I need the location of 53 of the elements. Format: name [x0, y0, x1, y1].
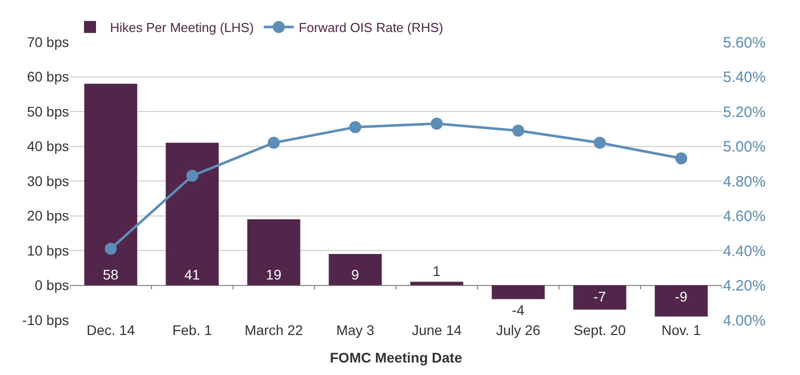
- y2-tick-label: 4.80%: [723, 173, 766, 190]
- point: [186, 170, 198, 182]
- y-tick-label: 0 bps: [34, 277, 69, 294]
- y2-tick-label: 4.20%: [723, 278, 766, 294]
- y2-tick-label: 5.60%: [723, 34, 766, 52]
- data-label: -4: [512, 302, 525, 318]
- data-label: -7: [593, 288, 606, 304]
- legend-label: Hikes Per Meeting (LHS): [110, 20, 254, 36]
- data-label: 1: [432, 262, 441, 279]
- x-tick-label: July 26: [496, 322, 541, 338]
- data-label: 41: [184, 266, 200, 282]
- x-tick-label: Dec. 14: [86, 322, 136, 338]
- x-tick-label: June 14: [412, 322, 462, 338]
- bar: [654, 285, 708, 317]
- x-tick-label: Feb. 1: [172, 322, 212, 338]
- bar: [166, 142, 219, 286]
- y-tick-label: 70 bps: [26, 34, 69, 50]
- bar: [84, 84, 138, 286]
- legend-label: Forward OIS Rate (RHS): [298, 20, 444, 36]
- x-tick-label: March 22: [244, 322, 304, 338]
- y2-tick-label: 4.60%: [723, 208, 766, 225]
- x-tick-label: May 3: [336, 322, 375, 338]
- data-label: 19: [266, 266, 282, 282]
- bar: [492, 285, 545, 300]
- y-tick-label: 30 bps: [26, 172, 69, 189]
- bar: [247, 219, 300, 286]
- y2-tick-label: 5.40%: [723, 69, 766, 86]
- y-tick-label: 20 bps: [26, 208, 69, 224]
- point: [268, 136, 280, 149]
- data-label: -9: [674, 288, 688, 304]
- y-tick-label: 40 bps: [26, 138, 69, 154]
- y2-tick-label: 4.00%: [723, 312, 766, 330]
- point: [594, 136, 606, 149]
- point: [675, 152, 688, 164]
- bar: [573, 285, 626, 310]
- point: [349, 121, 362, 134]
- x-tick-label: Nov. 1: [662, 322, 702, 338]
- y2-tick-label: 4.40%: [723, 242, 766, 260]
- data-label: 58: [102, 266, 119, 282]
- y-tick-label: 50 bps: [26, 103, 69, 120]
- y-tick-label: 10 bps: [26, 242, 69, 258]
- point: [512, 124, 524, 137]
- y-tick-label: 60 bps: [26, 68, 69, 85]
- y-tick-label: -10 bps: [22, 312, 69, 328]
- y2-tick-label: 5.00%: [723, 138, 766, 156]
- point: [430, 118, 443, 130]
- bar: [410, 282, 464, 286]
- point: [104, 242, 117, 255]
- data-label: 9: [351, 266, 360, 282]
- x-tick-label: Sept. 20: [574, 322, 626, 338]
- y2-tick-label: 5.20%: [723, 104, 766, 121]
- bar: [328, 254, 382, 286]
- x-axis-title: FOMC Meeting Date: [330, 349, 462, 366]
